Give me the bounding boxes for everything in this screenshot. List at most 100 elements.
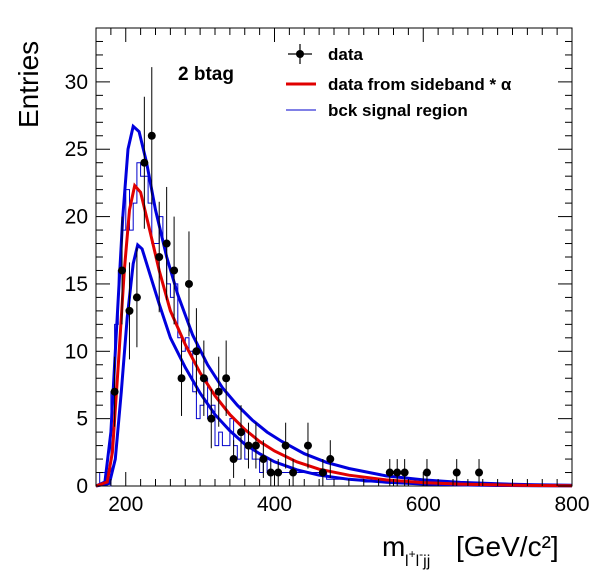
- data-point-marker: [192, 347, 201, 356]
- data-point: [251, 422, 260, 469]
- x-tick-label: 600: [406, 493, 441, 516]
- data-point: [155, 201, 164, 313]
- data-point: [326, 440, 335, 478]
- y-tick-label: 0: [76, 475, 88, 498]
- data-point: [452, 459, 461, 486]
- data-point: [132, 247, 141, 348]
- data-point-marker: [110, 387, 119, 396]
- data-point-marker: [452, 468, 461, 477]
- data-point: [177, 340, 186, 416]
- data-point: [422, 459, 431, 486]
- data-point-marker: [162, 239, 171, 248]
- data-point: [140, 96, 149, 229]
- data-point-marker: [132, 293, 141, 302]
- y-tick-label: 10: [65, 340, 88, 363]
- y-tick-label: 5: [76, 408, 88, 431]
- data-point: [274, 459, 283, 486]
- legend-entry-sideband: data from sideband * α: [286, 75, 512, 94]
- series-data-from-sideband: [95, 182, 573, 488]
- data-point-marker: [229, 455, 238, 464]
- legend-marker-data: [296, 50, 304, 58]
- data-point-marker: [259, 455, 268, 464]
- data-point-marker: [385, 468, 394, 477]
- annotation-2-btag: 2 btag: [178, 64, 234, 85]
- data-point: [393, 459, 402, 486]
- data-point: [244, 422, 253, 469]
- data-point-marker: [289, 468, 298, 477]
- data-point-marker: [118, 266, 127, 275]
- x-axis-symbol: m: [382, 531, 405, 562]
- data-point-marker: [155, 253, 164, 261]
- legend-label-sideband: data from sideband * α: [328, 75, 512, 94]
- legend-entry-data: data: [288, 44, 364, 64]
- legend: data data from sideband * α bck signal r…: [286, 44, 512, 120]
- legend-label-data: data: [328, 45, 364, 64]
- x-axis-unit: [GeV/c²]: [456, 531, 559, 562]
- data-point: [266, 459, 275, 486]
- y-tick-label: 30: [65, 71, 88, 94]
- x-axis-title: m l+l-jj [GeV/c²]: [382, 531, 559, 570]
- data-point-marker: [422, 468, 431, 477]
- data-point-marker: [281, 441, 290, 450]
- data-point-marker: [222, 374, 231, 383]
- legend-entry-bck: bck signal region: [286, 101, 468, 120]
- data-point: [237, 405, 246, 460]
- data-point: [184, 231, 193, 337]
- data-point-marker: [303, 441, 312, 450]
- data-point: [192, 308, 201, 395]
- y-tick-label: 25: [65, 138, 88, 161]
- data-point-marker: [177, 374, 186, 383]
- data-point: [222, 340, 231, 416]
- x-tick-label: 800: [554, 493, 589, 516]
- data-point-marker: [251, 441, 260, 450]
- y-tick-label: 15: [65, 273, 88, 296]
- data-point-marker: [266, 468, 275, 477]
- data-point: [199, 340, 208, 416]
- data-point-marker: [274, 468, 283, 477]
- data-point-marker: [170, 266, 179, 275]
- data-point: [110, 356, 119, 427]
- data-point: [259, 440, 268, 478]
- y-tick-label: 20: [65, 206, 88, 229]
- data-point-marker: [207, 414, 216, 423]
- data-point: [207, 389, 216, 449]
- series-sideband-band-upper: [95, 123, 573, 488]
- data-point-marker: [147, 131, 156, 140]
- data-point: [170, 216, 179, 325]
- legend-label-bck: bck signal region: [328, 101, 468, 120]
- data-point-marker: [214, 387, 223, 396]
- data-point: [475, 459, 484, 486]
- data-point-marker: [393, 468, 402, 477]
- data-point: [229, 440, 238, 478]
- data-point-marker: [400, 468, 409, 477]
- data-point-marker: [326, 455, 335, 464]
- axes: 200 400 600 800 0 5 10 15 20 25 30: [65, 27, 590, 516]
- data-point: [162, 186, 171, 301]
- data-point: [289, 459, 298, 486]
- data-point: [303, 422, 312, 469]
- data-point: [147, 67, 156, 205]
- data-point: [400, 459, 409, 486]
- data-point: [125, 262, 134, 360]
- x-axis-symbol-subscript: l+l-jj: [405, 547, 430, 570]
- data-point-marker: [199, 374, 208, 383]
- x-axis-symbol-base: m: [382, 531, 405, 562]
- data-point-marker: [184, 279, 193, 288]
- data-point: [118, 216, 127, 325]
- data-point: [281, 422, 290, 469]
- y-axis-title: Entries: [13, 41, 44, 128]
- data-point: [318, 459, 327, 486]
- data-point-marker: [475, 468, 484, 477]
- series-sideband-band-lower: [95, 242, 573, 488]
- data-point-marker: [244, 441, 253, 450]
- data-point-marker: [237, 428, 246, 437]
- chart-marks: [95, 67, 573, 488]
- x-tick-label: 400: [257, 493, 292, 516]
- data-point: [214, 356, 223, 427]
- x-tick-label: 200: [108, 493, 143, 516]
- data-point-marker: [125, 306, 134, 315]
- data-point-marker: [140, 158, 149, 167]
- data-point: [385, 459, 394, 486]
- data-point-marker: [318, 468, 327, 477]
